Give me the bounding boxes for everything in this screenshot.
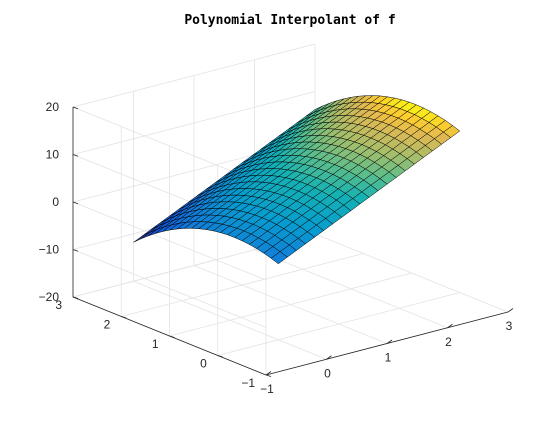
x-tick-label: −1: [260, 382, 274, 396]
x-tick-label: 1: [385, 351, 392, 365]
x-tickmark: [447, 323, 453, 329]
floor-gridline-y: [217, 292, 460, 356]
x-tick-label: 2: [445, 335, 452, 349]
z-tickmark: [72, 201, 79, 205]
floor-gridline-y: [121, 253, 364, 317]
y-tick-label: 1: [152, 337, 159, 351]
y-tickmark: [169, 335, 175, 338]
surface-layer: [133, 95, 461, 265]
sidewall-gridline-z: [72, 201, 267, 281]
y-tick-label: 0: [200, 357, 207, 371]
sidewall-gridline-z: [72, 249, 267, 328]
z-tickmark: [72, 106, 79, 110]
z-tickmark: [72, 296, 79, 300]
floor-gridline-y: [169, 272, 412, 337]
y-tick-label: 3: [55, 298, 62, 312]
y-tickmark: [217, 355, 223, 358]
z-tickmark: [72, 154, 79, 157]
backwall-gridline-z: [72, 91, 316, 155]
surface-patch: [133, 232, 151, 243]
y-tickmark: [121, 316, 127, 319]
x-tickmark: [326, 355, 332, 360]
backwall-gridline-z: [72, 43, 316, 108]
y-tick-label: −1: [241, 376, 255, 390]
x-tick-label: 0: [324, 366, 331, 380]
y-tick-label: 2: [104, 318, 111, 332]
z-tickmark: [72, 249, 79, 252]
z-tick-label: −20: [39, 290, 60, 304]
z-tick-label: 20: [46, 100, 60, 114]
chart-title: Polynomial Interpolant of f: [184, 13, 395, 28]
x-tickmark: [265, 371, 272, 376]
x-tickmark: [386, 339, 393, 344]
x-tick-label: 3: [506, 319, 513, 333]
y-tickmark: [265, 374, 272, 377]
z-tick-label: 0: [52, 195, 59, 209]
z-tick-label: −10: [39, 243, 60, 257]
z-tick-label: 10: [46, 148, 60, 162]
x-tickmark: [507, 308, 514, 313]
